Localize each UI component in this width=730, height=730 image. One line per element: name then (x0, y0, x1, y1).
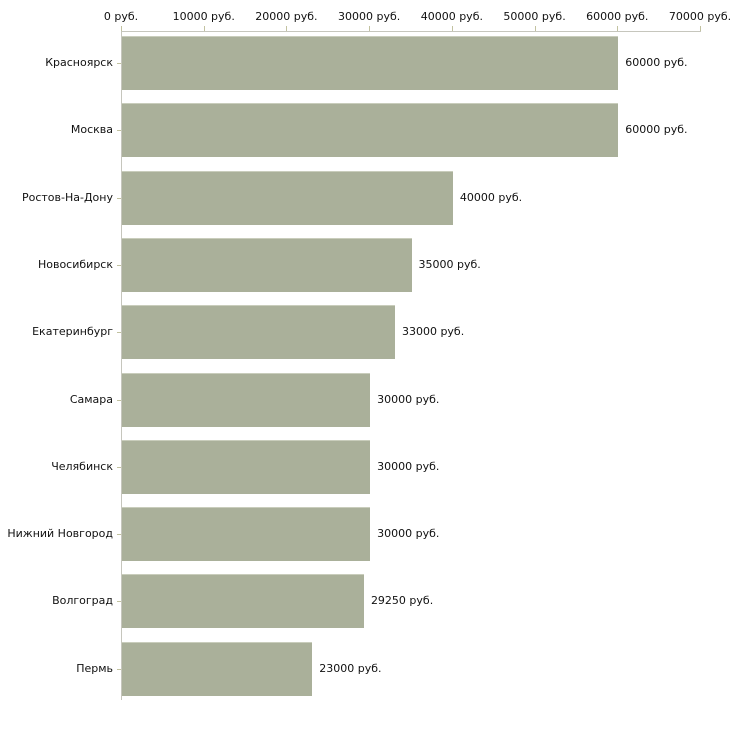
y-axis-tick-mark (117, 130, 121, 132)
y-axis-tick-mark (117, 668, 121, 670)
y-axis-tick-mark (117, 534, 121, 536)
y-axis-tick-mark (117, 63, 121, 64)
x-axis-line (121, 31, 701, 32)
y-axis-tick-mark (117, 601, 121, 603)
value-label: 30000 руб. (377, 392, 440, 406)
y-axis-tick-mark (117, 466, 121, 468)
value-label: 30000 руб. (377, 459, 440, 473)
x-axis-tick-mark (534, 26, 536, 31)
value-label: 30000 руб. (377, 527, 440, 541)
value-label: 29250 руб. (370, 594, 434, 608)
category-label: Новосибирск (37, 257, 113, 271)
x-axis-tick-mark (286, 26, 288, 31)
category-label: Москва (70, 123, 113, 137)
x-axis-tick-label: 40000 руб. (420, 10, 483, 23)
value-label: 33000 руб. (401, 325, 465, 339)
category-label: Пермь (76, 661, 113, 675)
y-axis-tick-mark (117, 264, 121, 266)
y-axis-tick-mark (117, 399, 121, 401)
value-label: 60000 руб. (625, 56, 688, 69)
x-axis-tick-mark (203, 26, 205, 31)
category-label: Нижний Новгород (7, 527, 113, 541)
bar (122, 36, 619, 90)
category-label: Ростов-На-Дону (21, 190, 113, 204)
bar (122, 641, 313, 696)
bar (122, 507, 371, 562)
bar (122, 372, 371, 427)
value-label: 35000 руб. (418, 257, 481, 271)
x-axis-tick-mark (369, 26, 371, 31)
x-axis-tick-label: 20000 руб. (255, 10, 318, 23)
x-axis-tick-mark (121, 26, 122, 31)
value-label: 23000 руб. (319, 661, 382, 675)
x-axis-tick-mark (451, 26, 453, 31)
x-axis-tick-label: 30000 руб. (338, 10, 401, 23)
x-axis-tick-label: 10000 руб. (172, 10, 235, 23)
x-axis-tick-label: 70000 руб. (668, 10, 730, 23)
bar (122, 103, 619, 158)
category-label: Самара (69, 392, 113, 406)
bar (122, 237, 412, 292)
value-label: 40000 руб. (459, 190, 523, 204)
bar (122, 439, 371, 494)
category-label: Екатеринбург (32, 325, 113, 339)
x-axis-tick-label: 50000 руб. (503, 10, 566, 23)
x-axis-tick-mark (700, 26, 701, 31)
x-axis-tick-label: 0 руб. (103, 10, 139, 23)
category-label: Челябинск (51, 459, 113, 473)
bar (122, 170, 453, 225)
x-axis-tick-label: 60000 руб. (586, 10, 649, 23)
y-axis-tick-mark (117, 332, 121, 334)
y-axis-line (121, 31, 122, 700)
x-axis-tick-mark (617, 26, 619, 31)
value-label: 60000 руб. (625, 123, 688, 137)
category-label: Красноярск (45, 56, 113, 69)
y-axis-tick-mark (117, 197, 121, 199)
category-label: Волгоград (52, 594, 113, 608)
bar (122, 305, 395, 360)
bar (122, 574, 364, 629)
